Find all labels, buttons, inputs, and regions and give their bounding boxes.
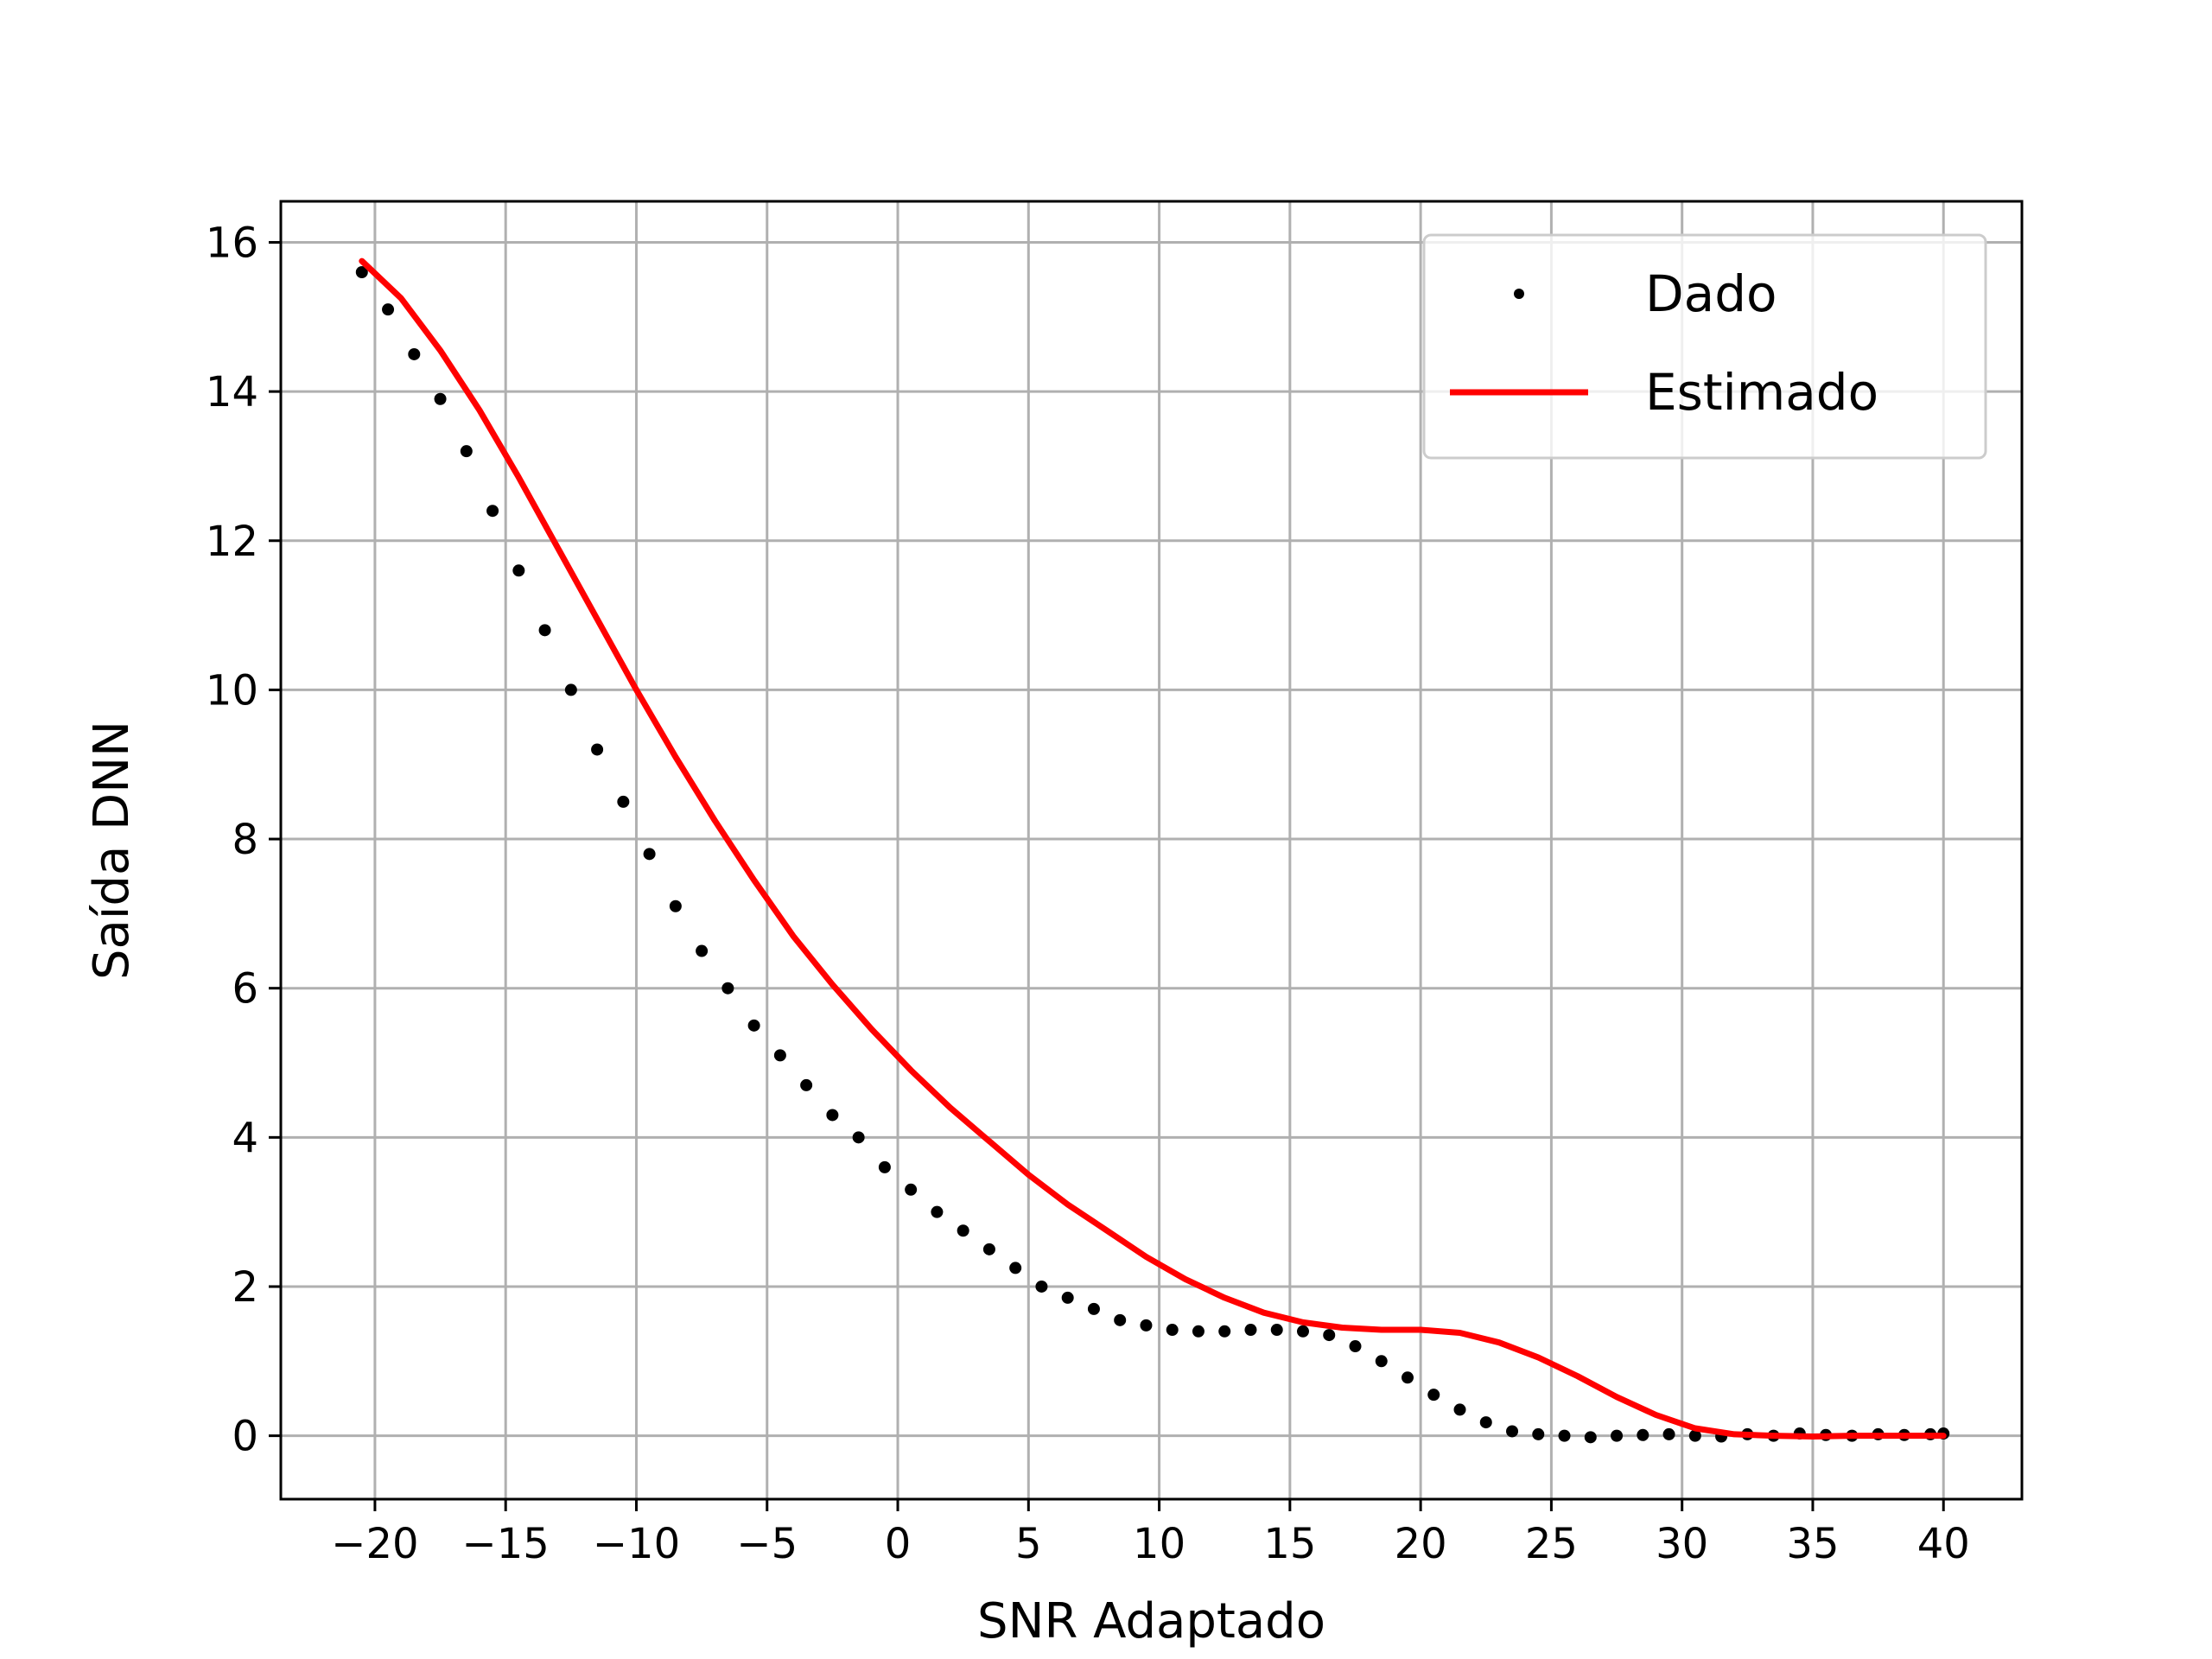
- data-point: [747, 1019, 760, 1032]
- data-point: [669, 899, 682, 912]
- x-tick-label: 35: [1786, 1520, 1839, 1568]
- data-point: [408, 347, 421, 360]
- data-point: [1402, 1371, 1414, 1384]
- data-point: [1166, 1324, 1179, 1337]
- data-point: [564, 683, 577, 696]
- data-point: [800, 1078, 813, 1091]
- data-point: [1611, 1429, 1624, 1442]
- x-tick-label: −20: [331, 1520, 418, 1568]
- legend-label-estimado: Estimado: [1645, 363, 1878, 422]
- data-point: [1584, 1431, 1597, 1444]
- data-point: [382, 303, 395, 316]
- data-point: [852, 1131, 865, 1144]
- x-tick-label: 5: [1015, 1520, 1042, 1568]
- data-point: [538, 624, 551, 637]
- x-tick-label: 15: [1263, 1520, 1316, 1568]
- axis-ticks: −20 −15 −10 −5 0 5 10 15 20 25 30 35 40 0 2 4 6 8 10 12 14 16: [206, 219, 1970, 1568]
- data-point: [905, 1183, 918, 1196]
- data-point: [1532, 1427, 1545, 1440]
- data-point: [878, 1160, 891, 1173]
- data-point: [1558, 1429, 1571, 1442]
- x-tick-label: 30: [1656, 1520, 1708, 1568]
- x-tick-label: 10: [1133, 1520, 1185, 1568]
- data-point: [1192, 1325, 1205, 1338]
- data-point: [643, 848, 656, 861]
- plot-series: [355, 257, 1950, 1444]
- data-point: [1270, 1324, 1283, 1337]
- data-point: [1087, 1302, 1100, 1315]
- data-point: [1061, 1291, 1074, 1304]
- data-point: [1637, 1428, 1649, 1441]
- series-line-estimado: [359, 257, 1947, 1440]
- data-point: [486, 505, 499, 518]
- data-point: [1323, 1329, 1336, 1342]
- x-axis-label: SNR Adaptado: [977, 1593, 1325, 1649]
- data-point: [1009, 1262, 1022, 1274]
- y-tick-label: 10: [206, 666, 258, 715]
- data-point: [617, 795, 630, 808]
- x-tick-label: −5: [736, 1520, 798, 1568]
- data-point: [1035, 1280, 1048, 1293]
- x-tick-label: 40: [1917, 1520, 1970, 1568]
- data-point: [721, 982, 734, 995]
- data-point: [982, 1243, 995, 1255]
- legend: Dado Estimado: [1422, 233, 1987, 460]
- y-tick-label: 2: [232, 1263, 258, 1312]
- data-point: [1375, 1355, 1388, 1368]
- x-tick-label: 25: [1525, 1520, 1578, 1568]
- y-axis-label: Saída DNN: [84, 721, 140, 980]
- grid: [281, 201, 2022, 1499]
- y-tick-label: 8: [232, 816, 258, 864]
- x-tick-label: 0: [885, 1520, 912, 1568]
- data-point: [1453, 1403, 1466, 1416]
- legend-label-dado: Dado: [1645, 264, 1777, 323]
- data-point: [1479, 1416, 1492, 1429]
- data-point: [1140, 1319, 1153, 1332]
- data-point: [931, 1205, 944, 1218]
- axes-frame: [279, 200, 2024, 1501]
- y-tick-label: 6: [232, 965, 258, 1014]
- legend-marker-dado: [1514, 289, 1524, 299]
- x-tick-label: −10: [593, 1520, 680, 1568]
- x-tick-label: 20: [1395, 1520, 1447, 1568]
- legend-box: [1422, 233, 1987, 460]
- data-point: [355, 266, 368, 279]
- data-point: [1688, 1429, 1701, 1442]
- y-tick-label: 16: [206, 219, 258, 267]
- data-point: [460, 445, 473, 458]
- y-tick-label: 14: [206, 368, 258, 416]
- y-tick-label: 4: [232, 1114, 258, 1162]
- data-point: [1349, 1340, 1362, 1353]
- data-point: [1662, 1427, 1675, 1440]
- x-tick-label: −15: [462, 1520, 550, 1568]
- y-tick-label: 12: [206, 518, 258, 566]
- data-point: [1114, 1313, 1127, 1326]
- data-point: [826, 1109, 839, 1122]
- data-point: [957, 1224, 969, 1237]
- data-point: [434, 392, 447, 405]
- data-point: [1244, 1324, 1257, 1337]
- y-tick-label: 0: [232, 1413, 258, 1461]
- data-point: [1427, 1389, 1440, 1402]
- data-point: [1296, 1325, 1309, 1338]
- data-point: [512, 564, 525, 577]
- data-point: [696, 944, 709, 957]
- data-point: [1218, 1325, 1231, 1338]
- data-point: [591, 743, 604, 756]
- data-point: [1506, 1425, 1519, 1438]
- data-point: [773, 1049, 786, 1062]
